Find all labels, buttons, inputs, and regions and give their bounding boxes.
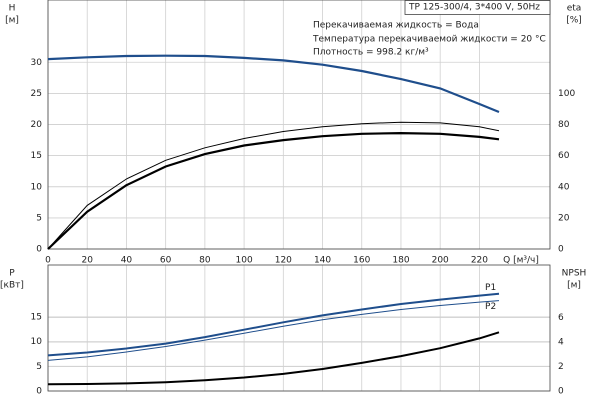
y2-axis-title: [м]	[567, 281, 581, 291]
series-line	[47, 131, 500, 250]
x-tick-label: 40	[121, 256, 133, 266]
y2-axis-title: [%]	[566, 16, 582, 26]
y-axis-title: P	[9, 269, 15, 279]
plot-frame	[47, 0, 551, 250]
x-tick-label: 20	[81, 256, 93, 266]
y-tick-label: 25	[31, 89, 42, 99]
y-tick-label: 30	[31, 58, 43, 68]
x-tick-label: 100	[236, 256, 253, 266]
y-tick-label: 0	[36, 245, 42, 255]
plots: 0 20 40 60 80 100 120 140 160 180 200 2200510152025…	[0, 0, 586, 397]
y2-tick-label: 40	[558, 182, 570, 192]
y-axis-title: [м]	[5, 16, 19, 26]
y2-tick-label: 6	[558, 313, 564, 323]
x-tick-label: 220	[471, 256, 488, 266]
info-line: Плотность = 998.2 кг/м³	[313, 48, 429, 58]
y2-tick-label: 2	[558, 362, 564, 372]
y-tick-label: 20	[31, 120, 43, 130]
x-tick-label: 80	[199, 256, 211, 266]
y2-tick-label: 0	[558, 245, 564, 255]
y-axis-title: [кВт]	[0, 281, 24, 291]
y-tick-label: 15	[31, 312, 42, 322]
y-tick-label: 5	[36, 213, 42, 223]
series-line	[47, 121, 500, 250]
info-line: Перекачиваемая жидкость = Вода	[313, 21, 479, 31]
x-tick-label: 120	[275, 256, 292, 266]
series-line	[47, 54, 500, 114]
y2-tick-label: 80	[558, 120, 570, 130]
y-tick-label: 10	[31, 182, 43, 192]
y-tick-label: 10	[31, 337, 43, 347]
y-tick-label: 5	[36, 362, 42, 372]
series-label: P2	[485, 302, 496, 312]
series-line	[47, 300, 500, 361]
y2-tick-label: 20	[558, 213, 570, 223]
y2-tick-label: 100	[558, 89, 575, 99]
x-tick-label: 0	[45, 256, 51, 266]
y2-axis-title: NPSH	[562, 269, 587, 279]
y-axis-title: H	[9, 4, 16, 14]
series-label: P1	[485, 283, 496, 293]
x-tick-label: 160	[353, 256, 370, 266]
x-tick-label: 180	[392, 256, 409, 266]
x-axis-title: Q [м³/ч]	[503, 256, 539, 266]
y2-tick-label: 0	[558, 387, 564, 397]
series-line	[47, 331, 500, 386]
x-tick-label: 200	[432, 256, 449, 266]
model-box	[404, 0, 551, 15]
y2-tick-label: 60	[558, 151, 570, 161]
x-tick-label: 60	[160, 256, 172, 266]
model-title: TP 125-300/4, 3*400 V, 50Hz	[408, 3, 540, 13]
y-tick-label: 0	[36, 387, 42, 397]
info-line: Температура перекачиваемой жидкости = 20…	[312, 35, 546, 45]
plot-frame	[47, 264, 551, 392]
series-line	[47, 292, 500, 357]
x-tick-label: 140	[314, 256, 331, 266]
y2-axis-title: eta	[567, 4, 582, 14]
y-tick-label: 15	[31, 151, 42, 161]
y2-tick-label: 4	[558, 338, 564, 348]
